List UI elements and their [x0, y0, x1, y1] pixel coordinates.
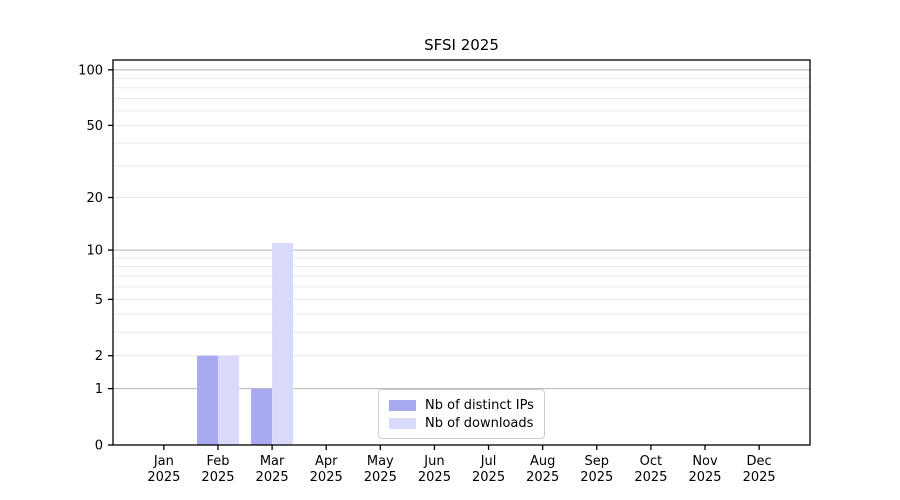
y-tick-label: 20	[86, 191, 103, 206]
x-tick-label-year: 2025	[147, 470, 180, 485]
legend-label-downloads: Nb of downloads	[425, 415, 534, 431]
bar	[217, 355, 239, 445]
legend-label-distinct-ips: Nb of distinct IPs	[425, 397, 534, 413]
bar	[272, 243, 294, 445]
legend: Nb of distinct IPs Nb of downloads	[378, 389, 545, 439]
x-tick-label-year: 2025	[580, 470, 613, 485]
x-tick-label-year: 2025	[310, 470, 343, 485]
x-tick-label-year: 2025	[688, 470, 721, 485]
x-tick-label-month: Dec	[747, 454, 772, 469]
y-tick-label: 100	[78, 63, 103, 78]
chart-title: SFSI 2025	[424, 36, 499, 54]
x-tick-label-month: May	[367, 454, 394, 469]
x-tick-label-month: Jun	[423, 454, 444, 469]
x-tick-label-year: 2025	[364, 470, 397, 485]
bar	[196, 355, 218, 445]
legend-row: Nb of downloads	[389, 414, 534, 432]
x-tick-label-month: Aug	[530, 454, 555, 469]
legend-swatch-downloads	[389, 417, 416, 429]
x-tick-label-month: Jan	[153, 454, 174, 469]
x-tick-label-month: Jul	[480, 454, 497, 469]
x-tick-label-year: 2025	[743, 470, 776, 485]
x-tick-label-year: 2025	[634, 470, 667, 485]
x-tick-label-year: 2025	[418, 470, 451, 485]
x-tick-label-month: Apr	[315, 454, 338, 469]
y-tick-label: 0	[95, 439, 103, 454]
y-tick-label: 50	[86, 119, 103, 134]
x-tick-label-month: Nov	[692, 454, 718, 469]
x-tick-label-year: 2025	[526, 470, 559, 485]
x-tick-label-month: Feb	[206, 454, 229, 469]
bar	[251, 388, 273, 445]
legend-swatch-distinct-ips	[389, 399, 416, 411]
y-tick-label: 1	[95, 382, 103, 397]
legend-row: Nb of distinct IPs	[389, 396, 534, 414]
x-tick-label-month: Oct	[640, 454, 662, 469]
y-tick-label: 10	[86, 244, 103, 259]
x-tick-label-month: Mar	[260, 454, 285, 469]
x-tick-label-year: 2025	[472, 470, 505, 485]
x-tick-label-year: 2025	[256, 470, 289, 485]
axes-spines	[112, 59, 811, 446]
y-tick-label: 5	[95, 293, 103, 308]
x-tick-label-year: 2025	[201, 470, 234, 485]
x-tick-label-month: Sep	[585, 454, 610, 469]
y-tick-label: 2	[95, 349, 103, 364]
